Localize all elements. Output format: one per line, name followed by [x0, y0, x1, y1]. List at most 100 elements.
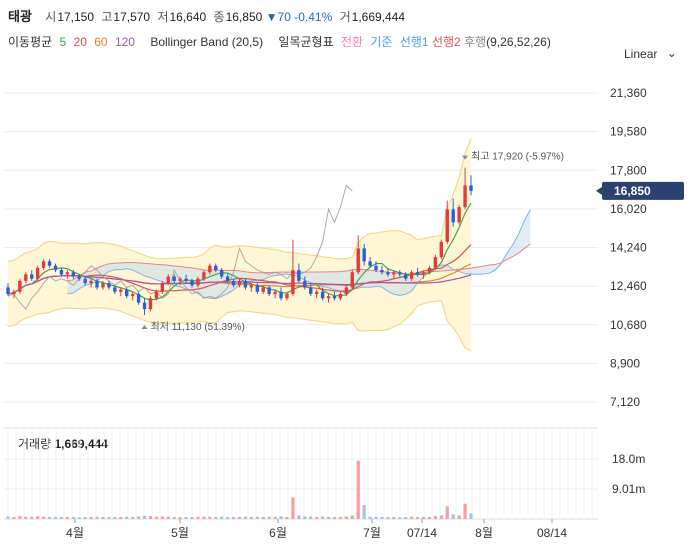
- x-tick-label: 8월: [475, 526, 493, 540]
- volume-bar: [107, 516, 111, 519]
- volume-bar: [374, 516, 378, 519]
- volume-bar: [119, 516, 123, 519]
- candle-body: [225, 276, 230, 281]
- conversion-legend[interactable]: 전환: [340, 35, 364, 49]
- candle-body: [101, 283, 105, 288]
- volume-bar: [350, 515, 354, 519]
- candle-body: [231, 280, 236, 286]
- volume-bar: [344, 516, 348, 519]
- volume-bar: [445, 506, 449, 519]
- high-annotation: 최고 17,920 (-5.97%): [471, 151, 564, 163]
- y-tick-label: 8,900: [610, 356, 640, 370]
- volume-bar: [392, 516, 396, 519]
- volume-chart-label: 거래량: [18, 437, 52, 451]
- volume-label: 거: [339, 10, 351, 24]
- lagging-legend[interactable]: 후행: [464, 35, 487, 49]
- volume-bar: [267, 516, 271, 519]
- volume-bar: [410, 516, 414, 519]
- last-price-badge: [602, 181, 684, 200]
- span2-legend[interactable]: 선행2: [431, 35, 461, 49]
- candle-body: [166, 276, 170, 284]
- candle-body: [362, 248, 366, 262]
- volume-bar: [53, 516, 58, 519]
- volume-bar: [303, 516, 307, 519]
- candle-body: [309, 287, 313, 294]
- candle-body: [291, 270, 295, 294]
- candle-body: [154, 291, 159, 299]
- volume-bar: [101, 516, 105, 519]
- volume-bar: [404, 516, 408, 519]
- volume-tick-label: 9.01m: [612, 482, 645, 496]
- volume-bar: [332, 516, 337, 519]
- ichimoku-params: (9,26,52,26): [486, 35, 551, 49]
- candle-body: [65, 272, 70, 275]
- volume-bar: [386, 516, 390, 519]
- x-tick-label: 4월: [66, 526, 84, 540]
- close-label: 종: [213, 10, 225, 24]
- candle-body: [303, 280, 307, 288]
- candle-body: [142, 302, 147, 310]
- x-tick-label: 5월: [171, 526, 189, 540]
- volume-bar: [214, 516, 218, 519]
- candle-body: [415, 272, 420, 275]
- candle-body: [439, 241, 444, 258]
- ma5-legend[interactable]: 5: [59, 35, 67, 49]
- candle-body: [160, 283, 165, 292]
- candle-body: [261, 287, 265, 292]
- candle-body: [95, 280, 99, 288]
- volume-bar: [255, 516, 259, 519]
- volume-bar: [190, 516, 194, 519]
- base-legend[interactable]: 기준: [370, 35, 393, 49]
- volume-bar: [415, 516, 420, 519]
- volume-bar: [321, 516, 325, 519]
- low-label: 저: [157, 10, 169, 24]
- volume-bar: [439, 515, 443, 519]
- candle-body: [136, 293, 141, 303]
- volume-bar: [71, 516, 75, 519]
- candle-body: [392, 272, 396, 275]
- volume-value: 1,669,444: [351, 10, 406, 24]
- indicator-legend: 이동평균 5 20 60 120 Bollinger Band (20,5) 일…: [8, 33, 555, 50]
- volume-bar: [184, 516, 188, 519]
- volume-bar: [113, 516, 117, 519]
- volume-bar: [24, 516, 28, 519]
- candle-body: [196, 278, 200, 286]
- volume-bar: [433, 516, 437, 519]
- last-price-pointer: [596, 186, 602, 195]
- candle-body: [297, 270, 301, 281]
- candle-body: [237, 280, 242, 286]
- volume-bar: [36, 516, 40, 519]
- ma60-legend[interactable]: 60: [94, 35, 108, 49]
- candle-body: [190, 280, 194, 286]
- candle-body: [89, 280, 93, 284]
- volume-bar: [42, 516, 46, 519]
- candle-body: [368, 261, 372, 266]
- candle-body: [356, 248, 360, 273]
- volume-bar: [249, 516, 253, 519]
- volume-bar: [279, 516, 283, 519]
- candle-body: [6, 287, 10, 294]
- volume-bar: [380, 516, 384, 519]
- candle-body: [130, 293, 135, 297]
- ichimoku-label[interactable]: 일목균형표: [278, 35, 334, 49]
- volume-bar: [95, 516, 99, 519]
- ma120-legend[interactable]: 120: [114, 35, 135, 49]
- ma20-legend[interactable]: 20: [73, 35, 87, 49]
- candle-body: [184, 278, 188, 281]
- candle-body: [398, 272, 402, 275]
- scale-toggle[interactable]: Linear ⌄: [624, 46, 677, 61]
- volume-title: 거래량 1,669,444: [18, 435, 108, 452]
- candle-body: [320, 291, 325, 299]
- candle-body: [457, 207, 461, 223]
- bollinger-band-fill: [8, 138, 471, 352]
- ma-label[interactable]: 이동평균: [8, 35, 53, 49]
- span1-legend[interactable]: 선행1: [399, 35, 429, 49]
- candle-body: [451, 209, 455, 223]
- volume-bar: [77, 517, 81, 519]
- high-value: 17,570: [113, 10, 151, 24]
- candle-body: [350, 272, 354, 288]
- volume-bar: [421, 516, 426, 519]
- candle-body: [326, 296, 331, 299]
- bollinger-legend[interactable]: Bollinger Band (20,5): [150, 35, 264, 49]
